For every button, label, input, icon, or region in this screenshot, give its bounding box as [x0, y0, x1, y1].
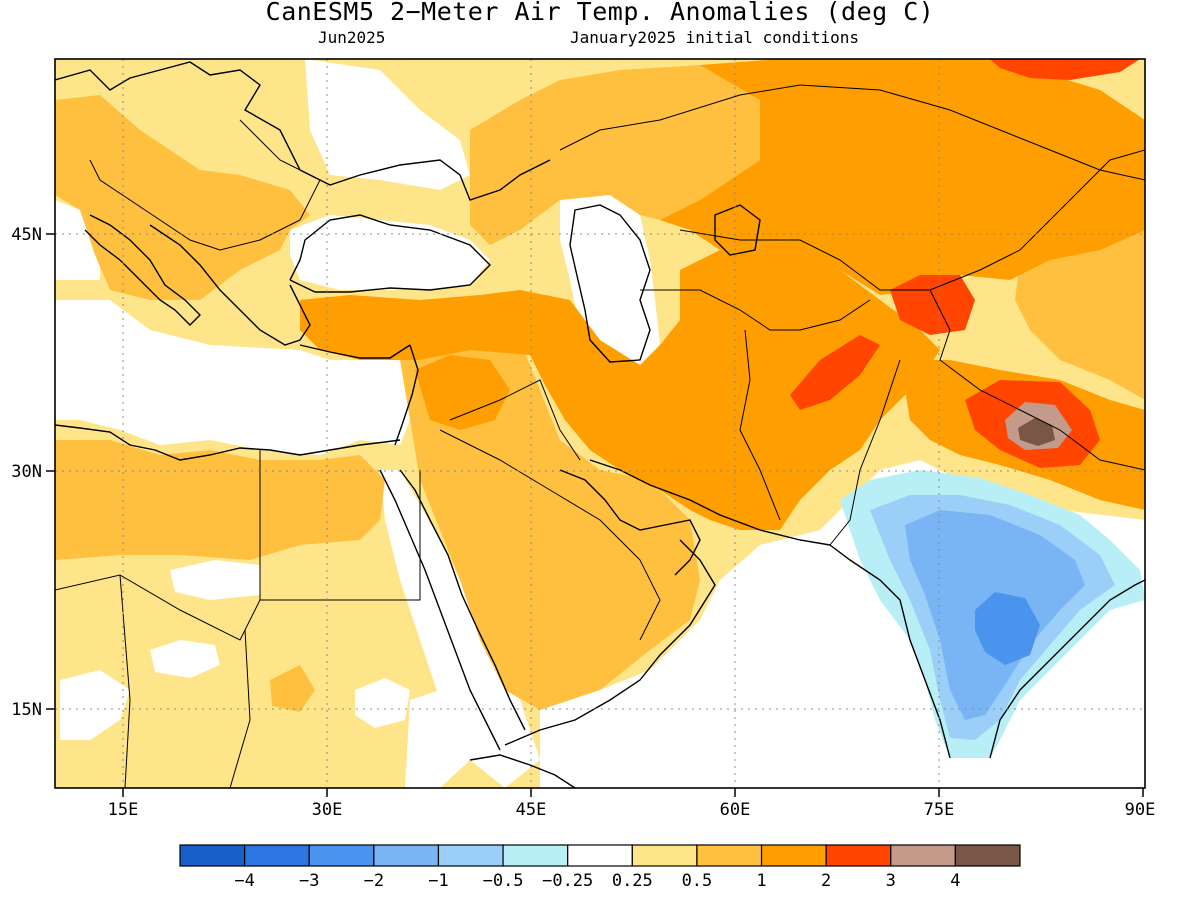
country-borders: [55, 84, 1145, 788]
lat-tick-label: 30N: [11, 462, 42, 482]
coast-somalia: [469, 754, 576, 788]
coast-north-africa: [55, 424, 401, 461]
colorbar-label: −2: [364, 871, 384, 891]
field-0.5-1-east: [1015, 230, 1145, 400]
colorbar-swatch: [567, 844, 633, 867]
coast-india-east: [989, 579, 1145, 759]
border-africa-1: [55, 574, 261, 641]
field-0.5-1-europe: [55, 95, 310, 300]
colorbar-label: 3: [886, 871, 896, 891]
border-africa-2: [119, 574, 131, 788]
colorbar-label: −1: [428, 871, 448, 891]
colorbar-label: −3: [299, 871, 319, 891]
map-frame: [54, 58, 1146, 789]
border-sahara: [259, 450, 421, 601]
initial-conditions: January2025 initial conditions: [570, 28, 859, 47]
field-neutral-ne-sahara: [170, 560, 260, 600]
field-neutral-north: [305, 59, 470, 190]
border-africa-3: [229, 629, 251, 788]
coast-gulf-aden: [504, 539, 716, 746]
colorbar-swatch: [890, 844, 956, 867]
coast-levant: [394, 344, 419, 446]
field-neutral-northwest: [55, 200, 100, 280]
field-neutral-chad: [355, 678, 410, 728]
colorbar-swatch: [954, 844, 1021, 867]
tick-marks: [46, 233, 1144, 797]
lon-tick-label: 30E: [312, 800, 343, 820]
field-neutral-mediterranean: [55, 300, 420, 455]
lon-tick-label: 45E: [516, 800, 547, 820]
colorbar-label: 4: [950, 871, 960, 891]
lon-tick-label: 15E: [108, 800, 139, 820]
field-cold-2-3: [975, 592, 1040, 665]
graticule: [55, 59, 1145, 788]
anomaly-field: [55, 59, 1145, 788]
field-gt4-tibet: [1018, 418, 1055, 446]
lat-tick-labels: 45N 30N 15N: [11, 225, 42, 720]
colorbar-swatch: [825, 844, 892, 867]
border-china-west: [929, 289, 1145, 471]
colorbar-swatch: [760, 844, 827, 867]
border-saudi: [439, 429, 661, 641]
coast-india-west: [829, 544, 951, 759]
coast-iran-south: [589, 459, 831, 546]
coast-caspian: [569, 204, 651, 363]
coast-aral: [714, 204, 761, 256]
field-2-3-mongolia: [990, 59, 1140, 80]
field-2-3-hindukush: [790, 335, 880, 410]
colorbar-swatch: [373, 844, 440, 867]
lon-tick-labels: 15E 30E 45E 60E 75E 90E: [108, 800, 1156, 820]
colorbar-label: 0.25: [612, 871, 653, 891]
colorbar-swatch: [502, 844, 569, 867]
colorbar-label: 2: [821, 871, 831, 891]
lat-tick-label: 45N: [11, 225, 42, 245]
border-pak-india: [829, 359, 901, 546]
border-europe-east: [89, 119, 321, 251]
lat-tick-label: 15N: [11, 700, 42, 720]
colorbar-swatch: [437, 844, 504, 867]
colorbar-swatch: [179, 844, 246, 867]
field-1-2-russia: [660, 59, 1145, 295]
colorbar-swatch: [244, 844, 310, 867]
colorbar-label: −0.5: [483, 871, 524, 891]
field-0.5-1-africa-south: [270, 665, 315, 712]
forecast-month: Jun2025: [318, 28, 386, 47]
border-russia-kazakh: [559, 84, 1145, 181]
field-neutral-sahel-spot: [150, 640, 220, 678]
border-iraq: [449, 379, 581, 461]
colorbar-label: −4: [234, 871, 254, 891]
colorbar-swatch: [308, 844, 375, 867]
colorbar-label: −0.25: [542, 871, 593, 891]
coast-black-sea: [289, 214, 491, 293]
colorbar-label: 1: [756, 871, 766, 891]
lon-tick-label: 90E: [1125, 800, 1156, 820]
field-0.5-1-north-africa: [55, 440, 385, 560]
field-0.5-1-central-asia: [470, 65, 760, 245]
field-neutral-east-africa: [405, 690, 470, 788]
border-turkmen: [640, 289, 871, 331]
field-neutral-southwest: [60, 670, 130, 740]
border-iran-afghan: [739, 329, 781, 521]
coast-red-sea-west: [379, 469, 501, 751]
coast-europe-north: [55, 61, 551, 201]
coast-turkey-south: [299, 344, 411, 359]
lon-tick-label: 75E: [924, 800, 955, 820]
colorbar-label: 0.5: [682, 871, 713, 891]
border-kazakh: [679, 149, 1145, 291]
lon-tick-label: 60E: [720, 800, 751, 820]
coast-persian-gulf: [559, 469, 701, 576]
colorbar: −4 −3 −2 −1 −0.5 −0.25 0.25 0.5 1 2 3 4: [179, 844, 1021, 891]
field-1-2-levant: [415, 355, 510, 430]
map-title: CanESM5 2−Meter Air Temp. Anomalies (deg…: [265, 0, 935, 26]
coast-balkans: [149, 224, 311, 346]
colorbar-swatch: [631, 844, 698, 867]
field-1-2-iran-afghan: [300, 240, 940, 530]
colorbar-swatch: [696, 844, 763, 867]
